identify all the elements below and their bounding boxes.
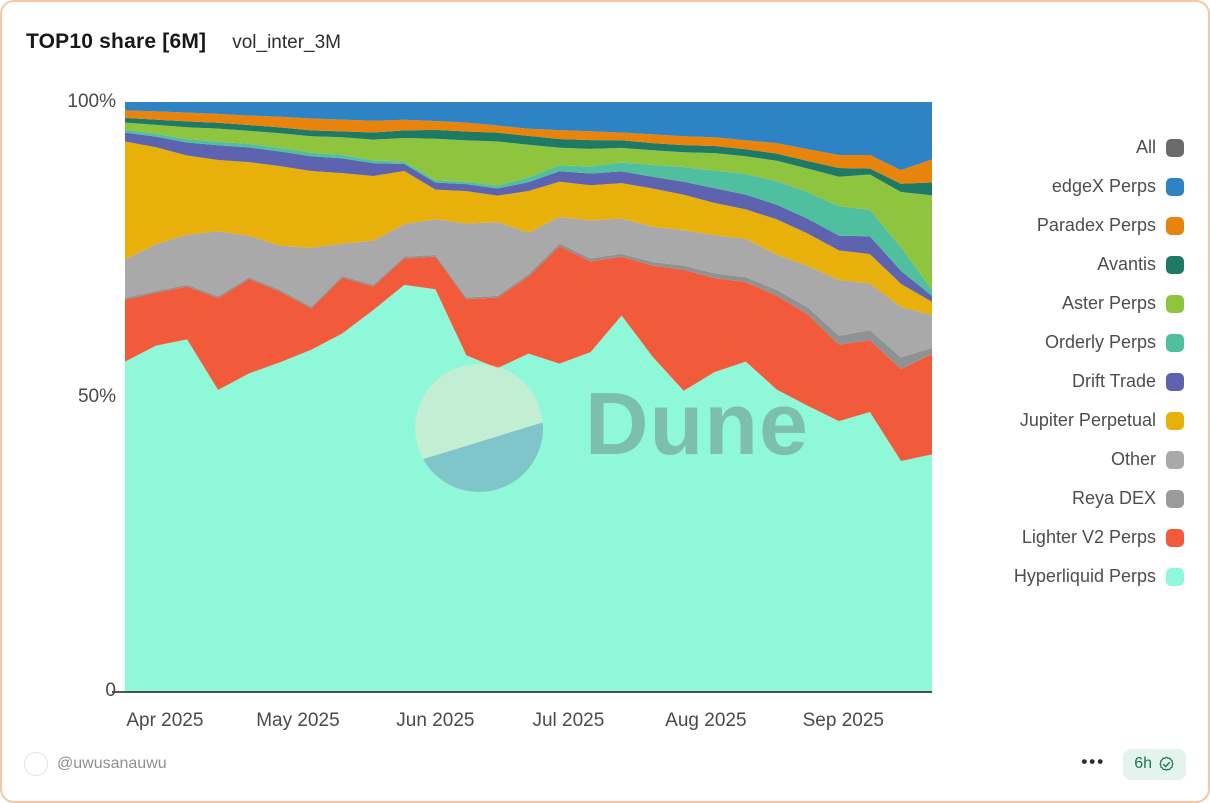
legend-swatch-icon: [1166, 489, 1184, 508]
area-band-lighter-v2-perps[interactable]: [125, 246, 932, 461]
legend-label: Lighter V2 Perps: [1021, 527, 1156, 547]
legend-swatch-icon: [1166, 216, 1184, 235]
area-band-edgex-perps[interactable]: [125, 102, 932, 171]
legend-item-orderly-perps[interactable]: Orderly Perps: [1014, 323, 1184, 362]
legend-label: Avantis: [1097, 254, 1156, 274]
legend-swatch-icon: [1166, 411, 1184, 430]
legend-swatch-icon: [1166, 333, 1184, 352]
x-tick-jul-2025: Jul 2025: [532, 710, 605, 731]
chart-legend: All edgeX Perps Paradex Perps Avantis Aster …: [1014, 128, 1184, 596]
legend-swatch-icon: [1166, 255, 1184, 274]
legend-item-drift-trade[interactable]: Drift Trade: [1014, 362, 1184, 401]
legend-label: Other: [1110, 449, 1156, 469]
y-tick-50: 50%: [77, 386, 116, 407]
area-band-avantis[interactable]: [125, 117, 932, 196]
x-tick-may-2025: May 2025: [256, 710, 340, 731]
legend-item-reya-dex[interactable]: Reya DEX: [1014, 479, 1184, 518]
x-tick-jun-2025: Jun 2025: [396, 710, 475, 731]
more-menu-icon[interactable]: •••: [1081, 751, 1106, 771]
legend-label: Reya DEX: [1071, 488, 1156, 508]
chart-area-bands: [125, 102, 932, 692]
legend-swatch-icon: [1166, 138, 1184, 157]
area-band-other[interactable]: [125, 216, 932, 358]
area-band-hyperliquid-perps[interactable]: [125, 284, 932, 692]
chart-subtitle: vol_inter_3M: [232, 32, 341, 53]
legend-swatch-icon: [1166, 177, 1184, 196]
x-tick-sep-2025: Sep 2025: [802, 710, 884, 731]
legend-swatch-icon: [1166, 450, 1184, 469]
legend-swatch-icon: [1166, 372, 1184, 391]
refresh-age-badge[interactable]: 6h: [1123, 748, 1186, 780]
legend-item-jupiter-perpetual[interactable]: Jupiter Perpetual: [1014, 401, 1184, 440]
legend-label: Paradex Perps: [1036, 215, 1156, 235]
legend-item-edgex-perps[interactable]: edgeX Perps: [1014, 167, 1184, 206]
legend-swatch-icon: [1166, 294, 1184, 313]
legend-item-lighter-v2-perps[interactable]: Lighter V2 Perps: [1014, 518, 1184, 557]
legend-swatch-icon: [1166, 528, 1184, 547]
legend-item-hyperliquid-perps[interactable]: Hyperliquid Perps: [1014, 557, 1184, 596]
area-band-jupiter-perpetual[interactable]: [125, 141, 932, 315]
area-band-aster-perps[interactable]: [125, 122, 932, 290]
watermark-text: Dune: [585, 374, 809, 473]
legend-item-all[interactable]: All: [1014, 128, 1184, 167]
legend-swatch-icon: [1166, 567, 1184, 586]
y-tick-100: 100%: [67, 91, 116, 112]
legend-item-other[interactable]: Other: [1014, 440, 1184, 479]
card-footer: @uwusanauwu ••• 6h: [2, 743, 1208, 785]
area-band-paradex-perps[interactable]: [125, 110, 932, 184]
legend-item-aster-perps[interactable]: Aster Perps: [1014, 284, 1184, 323]
author-avatar[interactable]: [24, 752, 48, 776]
verified-seal-icon: [1159, 756, 1174, 771]
legend-label: Hyperliquid Perps: [1013, 566, 1156, 586]
legend-item-avantis[interactable]: Avantis: [1014, 245, 1184, 284]
chart-title: TOP10 share [6M]: [26, 30, 207, 53]
legend-label: edgeX Perps: [1051, 176, 1156, 196]
x-tick-aug-2025: Aug 2025: [665, 710, 747, 731]
author-handle[interactable]: @uwusanauwu: [57, 755, 167, 772]
legend-label: Drift Trade: [1071, 371, 1156, 391]
legend-label: Orderly Perps: [1044, 332, 1156, 352]
x-tick-apr-2025: Apr 2025: [126, 710, 204, 731]
chart-header: TOP10 share [6M] vol_inter_3M: [26, 30, 341, 54]
refresh-age-text: 6h: [1134, 755, 1152, 772]
legend-label: All: [1135, 137, 1156, 157]
dune-watermark: Dune: [415, 364, 809, 492]
area-band-drift-trade[interactable]: [125, 132, 932, 302]
y-tick-0: 0: [105, 680, 116, 701]
legend-label: Aster Perps: [1061, 293, 1156, 313]
legend-item-paradex-perps[interactable]: Paradex Perps: [1014, 206, 1184, 245]
legend-label: Jupiter Perpetual: [1019, 410, 1156, 430]
